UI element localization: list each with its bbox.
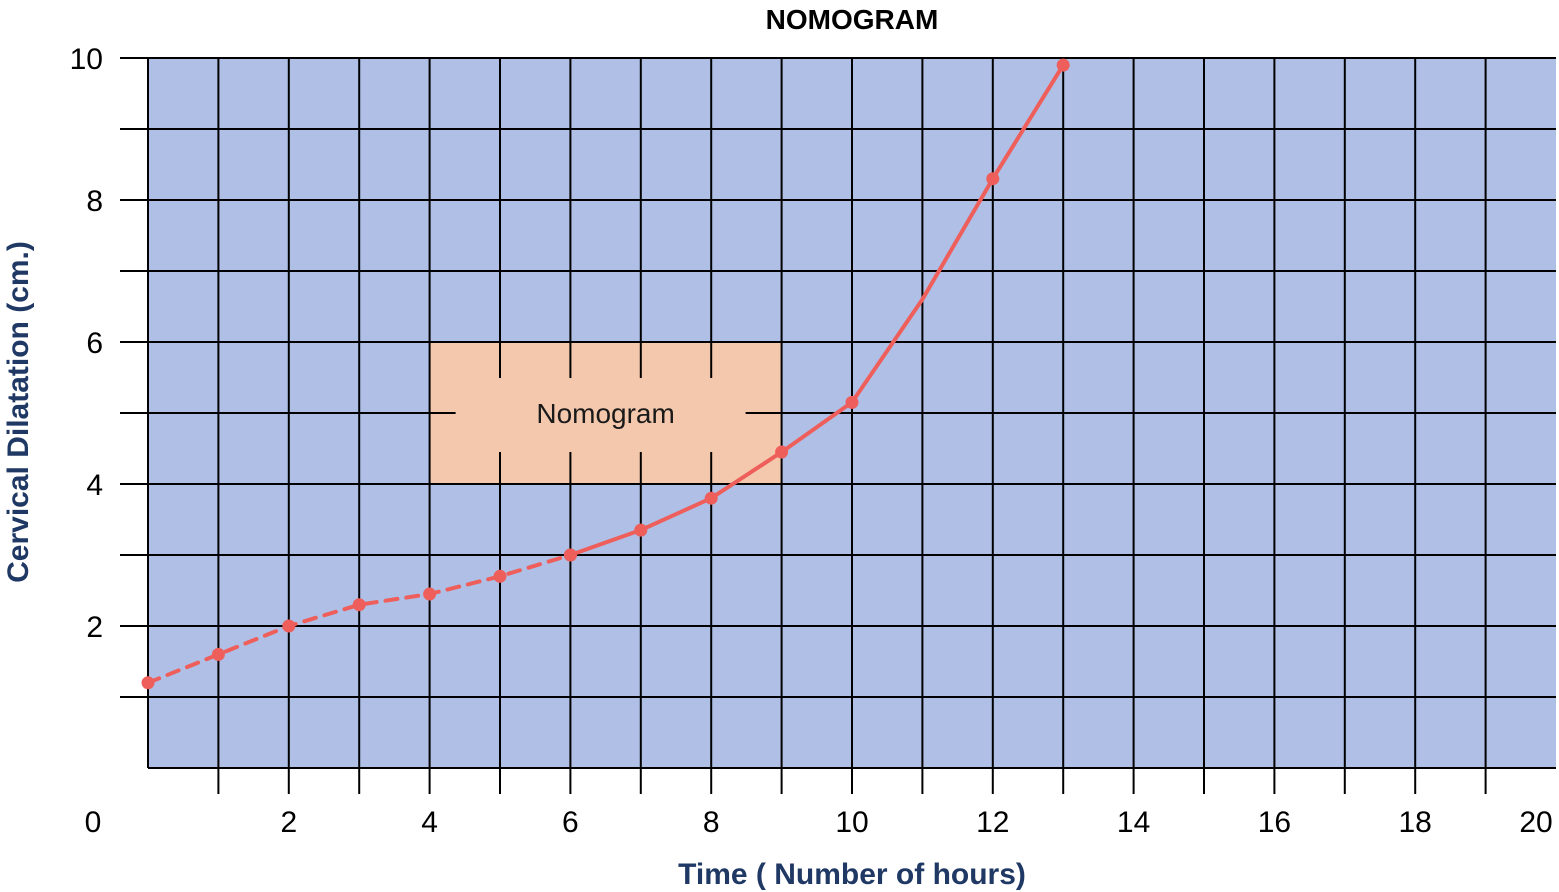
data-point	[634, 523, 648, 537]
x-tick-label: 18	[1399, 806, 1432, 839]
data-point	[493, 569, 507, 583]
series-line-2	[568, 63, 1066, 557]
x-tick-label: 10	[835, 806, 868, 839]
x-tick-label: 2	[280, 806, 297, 839]
data-markers	[141, 58, 1070, 690]
chart-title: NOMOGRAM	[766, 4, 939, 35]
data-point	[141, 676, 155, 690]
y-tick-label: 4	[86, 469, 103, 502]
x-tick-label: 14	[1117, 806, 1150, 839]
data-point	[775, 445, 789, 459]
x-tick-label: 16	[1258, 806, 1291, 839]
x-tick-label: 8	[703, 806, 720, 839]
x-tick-labels: 0 2 4 6 8 10 12 14 16 18 20	[85, 806, 1553, 839]
data-point	[704, 491, 718, 505]
x-tick-label: 20	[1519, 806, 1552, 839]
data-point	[423, 587, 437, 601]
nomogram-region-label: Nomogram	[536, 398, 674, 429]
data-point	[986, 172, 1000, 186]
data-point	[211, 647, 225, 661]
data-point	[1056, 58, 1070, 72]
data-point	[352, 598, 366, 612]
nomogram-region	[429, 342, 782, 484]
y-tick-labels: 2 4 6 8 10	[70, 43, 103, 644]
x-tick-label: 0	[85, 806, 102, 839]
y-tick-label: 8	[86, 185, 103, 218]
data-point	[282, 619, 296, 633]
x-tick-label: 4	[421, 806, 438, 839]
data-point	[845, 395, 859, 409]
grid-lines	[148, 57, 1556, 768]
y-tick-label: 6	[86, 327, 103, 360]
x-axis-title: Time ( Number of hours)	[678, 858, 1026, 891]
x-tick-label: 12	[976, 806, 1009, 839]
y-tick-label: 2	[86, 611, 103, 644]
x-tick-label: 6	[562, 806, 579, 839]
y-tick-label: 10	[70, 43, 103, 76]
data-point	[563, 548, 577, 562]
axis-ticks	[120, 57, 1487, 794]
y-axis-title: Cervical Dilatation (cm.)	[2, 241, 35, 583]
